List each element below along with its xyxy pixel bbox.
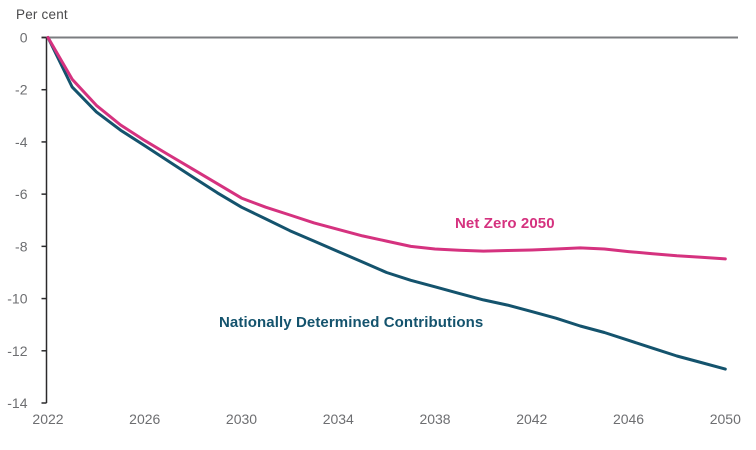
- x-tick-label: 2026: [129, 411, 160, 427]
- y-tick-label: 0: [20, 30, 28, 46]
- series-line-nationally-determined-contributions: [46, 36, 727, 371]
- y-tick-label: -6: [15, 186, 28, 202]
- x-tick-label: 2030: [226, 411, 257, 427]
- y-tick-label: -10: [7, 291, 27, 307]
- y-tick-label: -14: [7, 395, 27, 411]
- x-tick-label: 2038: [419, 411, 450, 427]
- x-tick-label: 2050: [710, 411, 741, 427]
- series-line-net-zero-2050: [46, 36, 727, 261]
- x-tick-label: 2046: [613, 411, 644, 427]
- y-tick-label: -4: [15, 134, 28, 150]
- y-tick-label: -8: [15, 238, 28, 254]
- x-tick-label: 2042: [516, 411, 547, 427]
- series-label-net-zero-2050: Net Zero 2050: [455, 215, 555, 232]
- x-tick-label: 2022: [32, 411, 63, 427]
- y-tick-label: -12: [7, 343, 27, 359]
- y-tick-label: -2: [15, 82, 28, 98]
- y-axis-title: Per cent: [16, 7, 68, 22]
- x-tick-label: 2034: [323, 411, 354, 427]
- series-label-nationally-determined-contributions: Nationally Determined Contributions: [219, 314, 484, 331]
